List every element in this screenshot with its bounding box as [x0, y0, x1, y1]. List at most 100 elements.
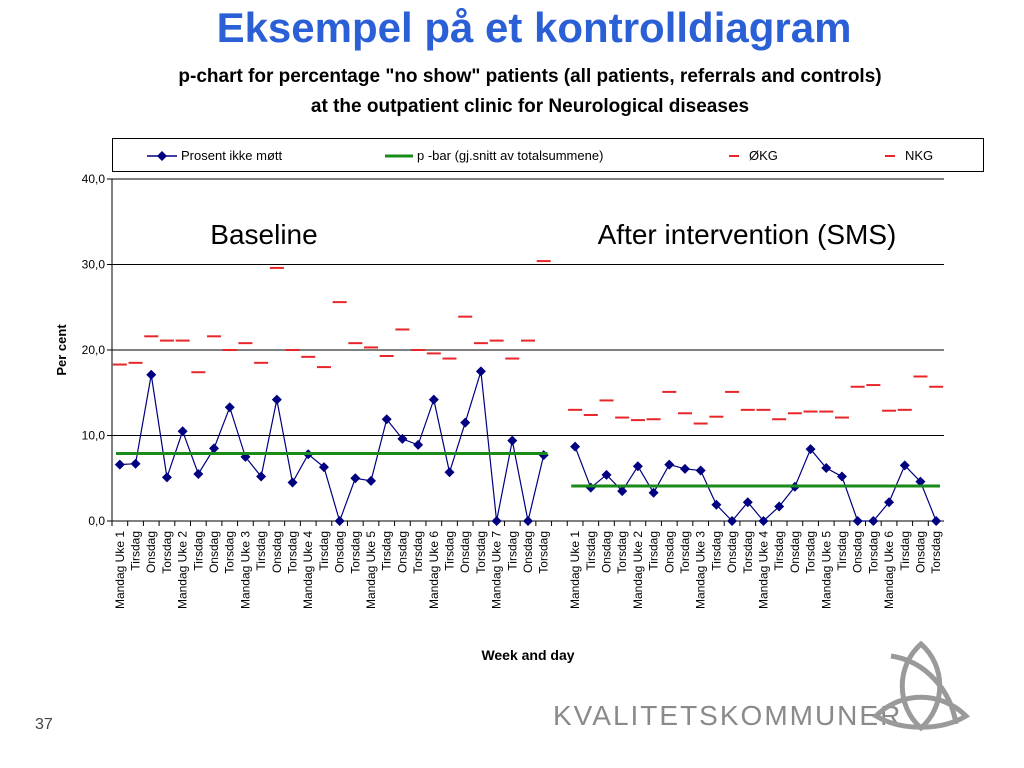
x-tick-label: Onsdag [725, 531, 739, 573]
x-tick-label: Torsdag [223, 531, 237, 574]
x-tick-label: Torsdag [286, 531, 300, 574]
data-point-prosent [177, 426, 188, 437]
x-tick-label: Tirsdag [380, 531, 394, 571]
data-point-prosent [570, 441, 581, 452]
data-point-prosent [491, 516, 502, 526]
x-tick-label: Mandag Uke 4 [756, 531, 770, 609]
x-tick-label: Torsdag [804, 531, 818, 574]
data-point-prosent [711, 499, 722, 510]
x-tick-label: Torsdag [678, 531, 692, 574]
x-tick-label: Torsdag [929, 531, 943, 574]
data-point-prosent [209, 443, 220, 454]
x-tick-label: Mandag Uke 4 [301, 531, 315, 609]
legend-label: NKG [905, 148, 934, 164]
data-point-prosent [428, 394, 439, 405]
x-tick-label: Torsdag [741, 531, 755, 574]
x-tick-label: Torsdag [866, 531, 880, 574]
series-line-prosent [574, 446, 937, 522]
legend-label: p -bar (gj.snitt av totalsummene) [417, 148, 604, 164]
data-point-prosent [538, 450, 549, 461]
data-point-prosent [256, 471, 267, 482]
data-point-prosent [852, 516, 863, 526]
data-point-prosent [868, 516, 879, 526]
data-point-prosent [805, 444, 816, 455]
annotation-baseline: Baseline [210, 219, 317, 250]
data-point-prosent [727, 516, 738, 526]
x-tick-label: Onsdag [521, 531, 535, 573]
x-tick-label: Mandag Uke 3 [694, 531, 708, 609]
data-point-prosent [397, 433, 408, 444]
data-point-prosent [114, 459, 125, 470]
y-axis-label: Per cent [54, 324, 69, 376]
green-line-icon [385, 154, 413, 158]
x-tick-label: Onsdag [270, 531, 284, 573]
data-point-prosent [601, 469, 612, 480]
data-point-prosent [632, 461, 643, 472]
x-tick-label: Onsdag [913, 531, 927, 573]
x-tick-label: Mandag Uke 2 [631, 531, 645, 609]
red-dash-icon [729, 154, 739, 157]
x-tick-label: Onsdag [395, 531, 409, 573]
x-tick-label: Torsdag [160, 531, 174, 574]
data-point-prosent [679, 463, 690, 474]
legend-item-nkg: NKG [881, 147, 933, 163]
chart-subtitle-line-2: at the outpatient clinic for Neurologica… [310, 96, 750, 117]
data-point-prosent [350, 473, 361, 484]
y-tick-label: 0,0 [88, 514, 105, 528]
x-tick-label: Tirsdag [584, 531, 598, 571]
page-number: 37 [35, 716, 53, 733]
x-tick-label: Tirsdag [835, 531, 849, 571]
y-tick-label: 40,0 [82, 172, 106, 186]
x-tick-label: Mandag Uke 7 [490, 531, 504, 609]
x-tick-label: Onsdag [851, 531, 865, 573]
x-tick-label: Tirsdag [317, 531, 331, 571]
x-tick-label: Onsdag [599, 531, 613, 573]
x-axis-label: Week and day [481, 647, 574, 663]
x-tick-label: Mandag Uke 3 [238, 531, 252, 609]
data-point-prosent [931, 516, 942, 526]
kvalitetskommuner-logo-icon [871, 640, 971, 732]
x-tick-label: Mandag Uke 2 [176, 531, 190, 609]
data-point-prosent [915, 476, 926, 487]
legend-label: Prosent ikke møtt [181, 148, 283, 164]
x-tick-label: Onsdag [207, 531, 221, 573]
data-point-prosent [193, 468, 204, 479]
x-tick-label: Tirsdag [129, 531, 143, 571]
data-point-prosent [130, 458, 141, 469]
data-point-prosent [742, 497, 753, 508]
x-tick-label: Torsdag [348, 531, 362, 574]
data-point-prosent [899, 460, 910, 471]
x-tick-label: Onsdag [788, 531, 802, 573]
data-point-prosent [381, 414, 392, 425]
x-tick-label: Tirsdag [709, 531, 723, 571]
legend-item-okg: ØKG [725, 147, 778, 163]
y-tick-label: 10,0 [82, 429, 106, 443]
chart-legend: Prosent ikke møtt p -bar (gj.snitt av to… [112, 138, 984, 172]
series-line-prosent [119, 371, 545, 523]
x-tick-label: Torsdag [615, 531, 629, 574]
x-tick-label: Torsdag [474, 531, 488, 574]
data-point-prosent [334, 516, 345, 526]
diamond-line-icon [147, 150, 177, 161]
x-tick-label: Tirsdag [191, 531, 205, 571]
x-tick-label: Mandag Uke 6 [427, 531, 441, 609]
x-tick-label: Mandag Uke 5 [364, 531, 378, 609]
x-tick-label: Onsdag [333, 531, 347, 573]
data-point-prosent [161, 472, 172, 483]
x-tick-label: Tirsdag [772, 531, 786, 571]
x-tick-label: Torsdag [411, 531, 425, 574]
data-point-prosent [664, 459, 675, 470]
x-tick-label: Onsdag [662, 531, 676, 573]
x-tick-label: Onsdag [458, 531, 472, 573]
data-point-prosent [224, 402, 235, 413]
data-point-prosent [648, 487, 659, 498]
kvalitetskommuner-logo-text: KVALITETSKOMMUNER [553, 700, 903, 731]
data-point-prosent [146, 369, 157, 380]
y-tick-label: 30,0 [82, 258, 106, 272]
y-tick-label: 20,0 [82, 343, 106, 357]
x-tick-label: Mandag Uke 5 [819, 531, 833, 609]
data-point-prosent [475, 366, 486, 377]
data-point-prosent [460, 417, 471, 428]
data-point-prosent [523, 516, 533, 526]
